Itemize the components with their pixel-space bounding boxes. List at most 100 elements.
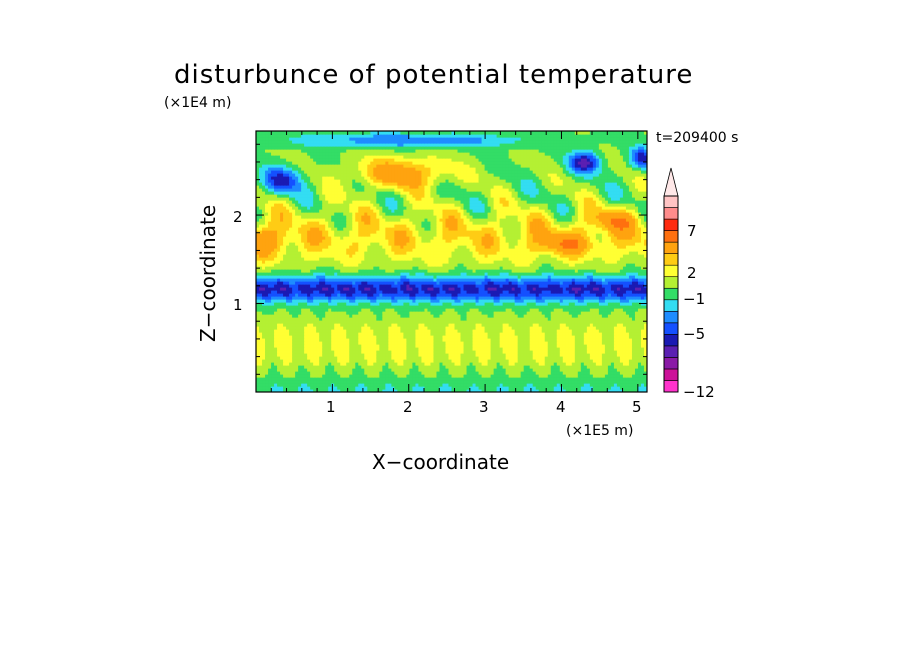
contour-cell: [421, 371, 426, 375]
contour-cell: [586, 377, 591, 381]
time-label: t=209400 s: [656, 130, 739, 146]
contour-cell: [400, 371, 404, 375]
contour-cell: [463, 329, 468, 333]
contour-cell: [502, 356, 507, 360]
contour-cell: [484, 320, 489, 324]
contour-cell: [595, 380, 600, 384]
contour-cell: [613, 389, 618, 392]
contour-cell: [556, 305, 561, 309]
contour-cell: [475, 338, 480, 342]
contour-cell: [622, 326, 627, 330]
contour-cell: [628, 377, 633, 381]
contour-cell: [316, 308, 320, 312]
contour-cell: [535, 284, 540, 288]
contour-cell: [343, 311, 347, 315]
contour-cell: [577, 350, 582, 354]
contour-cell: [418, 290, 423, 294]
contour-cell: [370, 365, 374, 369]
contour-cell: [463, 389, 468, 392]
contour-cell: [400, 308, 404, 312]
contour-cell: [535, 323, 540, 327]
contour-cell: [298, 359, 302, 363]
contour-cell: [286, 311, 290, 315]
contour-cell: [574, 326, 579, 330]
contour-cell: [637, 365, 642, 369]
contour-cell: [595, 311, 600, 315]
contour-cell: [346, 347, 350, 351]
contour-cell: [316, 335, 320, 339]
contour-cell: [256, 332, 260, 336]
contour-cell: [442, 305, 447, 309]
contour-cell: [442, 374, 447, 378]
contour-cell: [367, 383, 371, 387]
contour-cell: [325, 350, 329, 354]
contour-cell: [592, 356, 597, 360]
contour-cell: [466, 350, 471, 354]
contour-cell: [433, 362, 438, 366]
contour-cell: [532, 293, 537, 297]
contour-cell: [604, 278, 609, 282]
contour-cell: [424, 350, 429, 354]
contour-cell: [340, 377, 344, 381]
contour-cell: [352, 362, 356, 366]
contour-cell: [580, 380, 585, 384]
contour-cell: [592, 377, 597, 381]
contour-cell: [565, 329, 570, 333]
contour-cell: [310, 359, 314, 363]
contour-cell: [622, 341, 627, 345]
contour-cell: [346, 368, 350, 372]
contour-cell: [433, 281, 438, 285]
contour-cell: [265, 308, 269, 312]
contour-cell: [409, 287, 413, 291]
contour-cell: [592, 362, 597, 366]
contour-cell: [592, 281, 597, 285]
contour-cell: [379, 338, 383, 342]
contour-cell: [619, 302, 624, 306]
contour-cell: [409, 353, 413, 357]
contour-cell: [535, 278, 540, 282]
contour-cell: [343, 389, 347, 392]
contour-cell: [328, 293, 332, 297]
contour-cell: [553, 368, 558, 372]
contour-cell: [259, 359, 263, 363]
contour-cell: [307, 353, 311, 357]
contour-cell: [589, 320, 594, 324]
contour-cell: [439, 287, 444, 291]
contour-cell: [484, 314, 489, 318]
contour-cell: [349, 278, 353, 282]
contour-cell: [385, 323, 389, 327]
contour-cell: [445, 308, 450, 312]
contour-cell: [340, 362, 344, 366]
contour-cell: [397, 374, 401, 378]
contour-cell: [445, 287, 450, 291]
contour-cell: [571, 362, 576, 366]
contour-cell: [571, 287, 576, 291]
contour-cell: [394, 374, 398, 378]
contour-cell: [619, 311, 624, 315]
contour-cell: [379, 341, 383, 345]
contour-cell: [544, 320, 549, 324]
contour-cell: [364, 299, 368, 303]
contour-cell: [511, 362, 516, 366]
contour-cell: [388, 323, 392, 327]
contour-cell: [403, 305, 407, 309]
contour-cell: [334, 365, 338, 369]
contour-cell: [553, 299, 558, 303]
contour-cell: [340, 386, 344, 390]
contour-cell: [532, 371, 537, 375]
contour-cell: [349, 356, 353, 360]
contour-cell: [325, 308, 329, 312]
contour-cell: [412, 296, 417, 300]
contour-cell: [469, 332, 474, 336]
contour-cell: [298, 350, 302, 354]
contour-cell: [643, 296, 647, 300]
contour-cell: [433, 287, 438, 291]
contour-cell: [403, 314, 407, 318]
contour-cell: [634, 362, 639, 366]
contour-cell: [478, 374, 483, 378]
contour-cell: [478, 314, 483, 318]
contour-cell: [541, 377, 546, 381]
contour-cell: [520, 386, 525, 390]
contour-cell: [340, 353, 344, 357]
contour-cell: [406, 314, 410, 318]
